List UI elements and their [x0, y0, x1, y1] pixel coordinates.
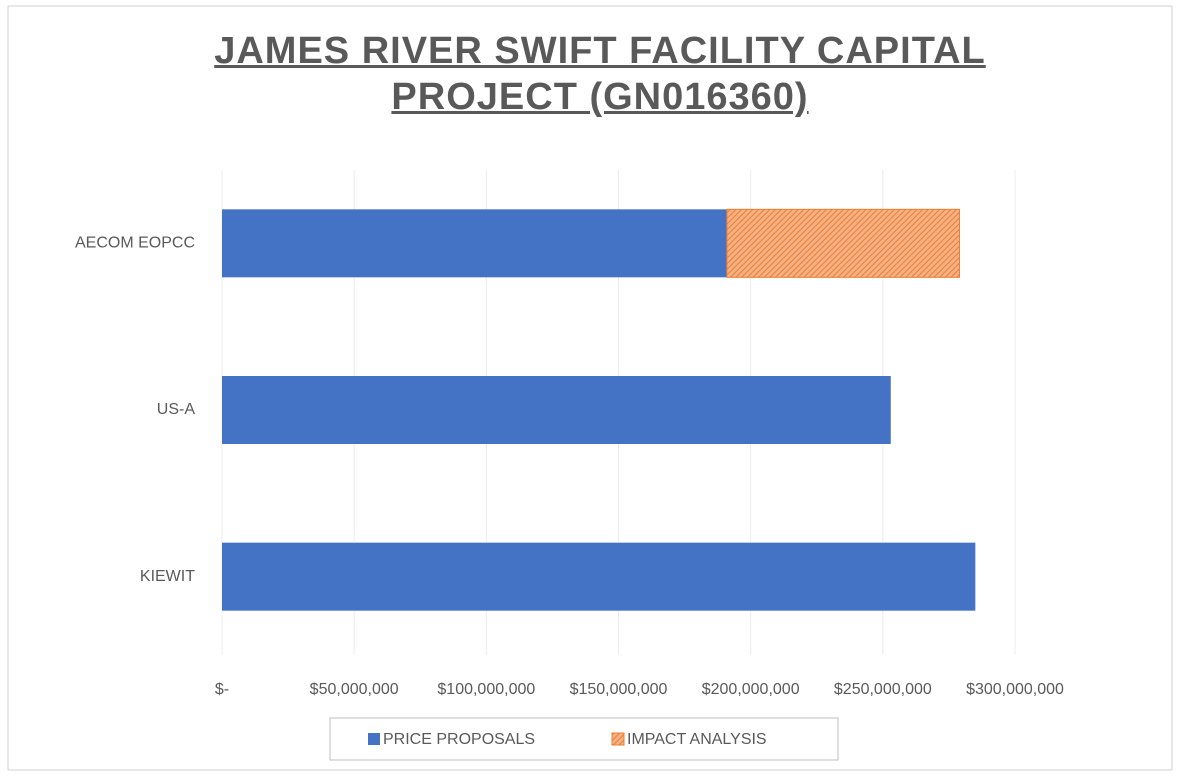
- x-tick-label: $100,000,000: [437, 681, 535, 698]
- x-tick-label: $200,000,000: [702, 681, 800, 698]
- x-tick-label: $-: [215, 681, 229, 698]
- x-tick-label: $250,000,000: [834, 681, 932, 698]
- chart-title: JAMES RIVER SWIFT FACILITY CAPITAL PROJE…: [214, 30, 986, 118]
- chart-border: [7, 5, 1173, 771]
- legend-label: PRICE PROPOSALS: [383, 731, 535, 748]
- y-tick-label: AECOM EOPCC: [75, 235, 195, 252]
- y-tick-label: KIEWIT: [140, 568, 195, 585]
- legend-label: IMPACT ANALYSIS: [627, 731, 767, 748]
- legend-box: [329, 717, 839, 761]
- bar: [222, 209, 727, 278]
- bar: [222, 376, 891, 444]
- x-tick-label: $50,000,000: [310, 681, 399, 698]
- bar: [726, 208, 960, 278]
- x-tick-label: $150,000,000: [570, 681, 668, 698]
- legend-swatch: [611, 732, 625, 746]
- legend-swatch: [368, 733, 380, 745]
- y-tick-label: US-A: [157, 401, 196, 418]
- bar: [222, 542, 976, 611]
- x-tick-label: $300,000,000: [966, 681, 1064, 698]
